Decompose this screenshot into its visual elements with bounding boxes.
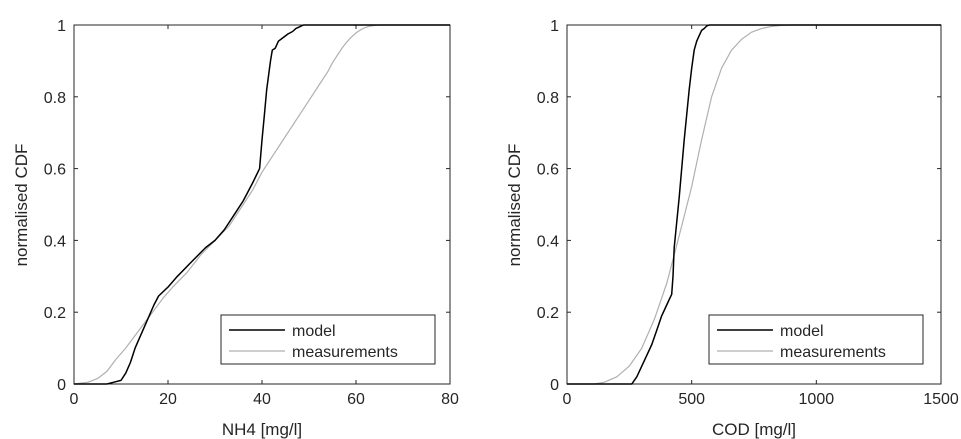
y-tick-label: 0.4 (537, 233, 559, 250)
legend: model measurements (220, 314, 436, 365)
legend-label-model: model (780, 323, 824, 340)
cod-cdf-panel: 0 500 1000 1500 0 0.2 0.4 0.6 0.8 1 COD [mg/l] no… (505, 18, 959, 439)
x-tick-label: 40 (253, 391, 271, 408)
legend-label-model: model (292, 323, 336, 340)
x-tick-label: 500 (678, 391, 705, 408)
x-tick-label: 0 (70, 391, 79, 408)
y-tick-label: 0.2 (44, 305, 66, 322)
legend-label-measurements: measurements (292, 344, 398, 361)
legend-box (708, 314, 924, 365)
x-tick-label: 1000 (799, 391, 835, 408)
x-tick-label: 0 (563, 391, 572, 408)
y-axis-label: normalised CDF (505, 144, 524, 267)
legend-box (220, 314, 436, 365)
series-line-measurements (567, 24, 941, 385)
x-tick-label: 20 (159, 391, 177, 408)
legend-label-measurements: measurements (780, 344, 886, 361)
series-line-model (74, 24, 450, 385)
y-tick-label: 0.6 (537, 162, 559, 179)
y-tick-label: 0 (550, 377, 559, 394)
y-tick-label: 0.4 (44, 233, 66, 250)
y-tick-label: 1 (550, 18, 559, 35)
x-tick-label: 1500 (923, 391, 959, 408)
x-tick-label: 80 (441, 391, 459, 408)
y-tick-label: 0.8 (537, 90, 559, 107)
series-line-measurements (73, 24, 450, 385)
x-axis-label: COD [mg/l] (712, 420, 796, 439)
y-tick-label: 0.2 (537, 305, 559, 322)
axis-ticks: 0 20 40 60 80 0 0.2 0.4 0.6 0.8 1 (44, 18, 459, 408)
y-tick-label: 0 (57, 377, 66, 394)
y-tick-label: 0.6 (44, 162, 66, 179)
series-line-model (567, 24, 941, 385)
series-lines (73, 24, 450, 385)
x-axis-label: NH4 [mg/l] (222, 420, 302, 439)
y-axis-label: normalised CDF (12, 144, 31, 267)
x-tick-label: 60 (347, 391, 365, 408)
legend: model measurements (708, 314, 924, 365)
y-tick-label: 0.8 (44, 90, 66, 107)
series-lines (567, 24, 941, 385)
y-tick-label: 1 (57, 18, 66, 35)
nh4-cdf-panel: 0 20 40 60 80 0 0.2 0.4 0.6 0.8 1 NH4 [mg/l] norma… (12, 18, 459, 439)
axis-ticks: 0 500 1000 1500 0 0.2 0.4 0.6 0.8 1 (537, 18, 959, 408)
